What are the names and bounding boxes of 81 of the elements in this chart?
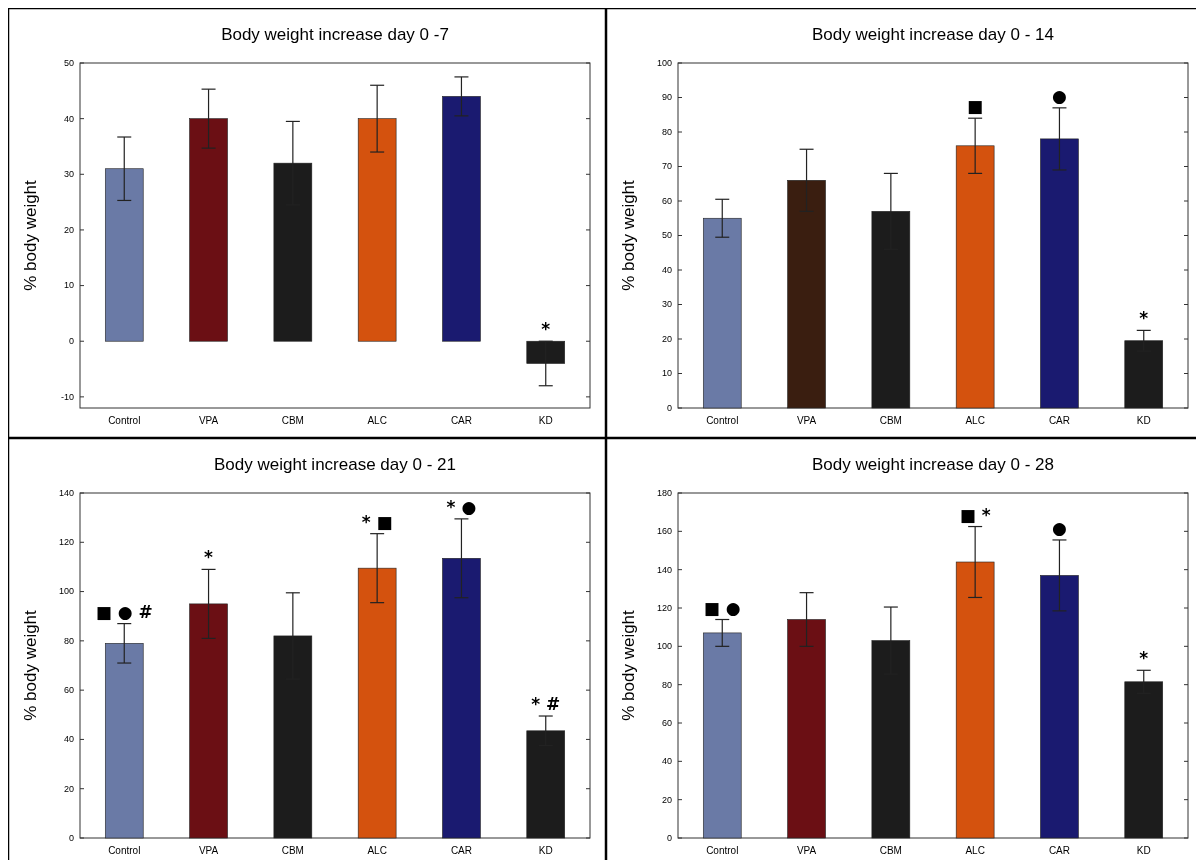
x-tick-label: ALC [367, 845, 387, 856]
y-tick-label: 120 [58, 537, 74, 548]
y-tick-label: 140 [656, 564, 672, 575]
y-tick-label: -10 [60, 391, 74, 402]
y-tick-label: 80 [661, 679, 672, 690]
y-axis-title: % body weight [21, 179, 40, 291]
annotation: * [204, 547, 214, 568]
annotation: ■ ● [703, 597, 741, 618]
x-tick-label: CAR [1048, 845, 1071, 856]
annotation: * # [531, 694, 561, 715]
y-tick-label: 60 [661, 717, 672, 728]
y-tick-label: 10 [63, 280, 74, 291]
annotation: * [1139, 308, 1149, 329]
y-tick-label: 100 [656, 641, 672, 652]
y-axis-title: % body weight [619, 179, 638, 291]
y-axis-title: % body weight [619, 609, 638, 721]
annotation: ● [1052, 85, 1067, 106]
y-tick-label: 0 [68, 336, 74, 347]
y-tick-label: 20 [63, 783, 74, 794]
x-tick-label: KD [538, 845, 553, 856]
x-tick-label: Control [108, 845, 141, 856]
y-tick-label: 120 [656, 602, 672, 613]
x-tick-label: KD [1136, 415, 1151, 426]
annotation: * ■ [361, 511, 393, 532]
x-tick-label: VPA [198, 845, 219, 856]
y-tick-label: 180 [656, 487, 672, 498]
x-tick-label: ALC [367, 415, 387, 426]
x-tick-label: KD [538, 415, 553, 426]
y-tick-label: 50 [63, 57, 74, 68]
chart-title: Body weight increase day 0 - 28 [812, 455, 1054, 474]
y-tick-label: 140 [58, 487, 74, 498]
y-tick-label: 0 [68, 832, 74, 843]
y-tick-label: 20 [63, 224, 74, 235]
x-tick-label: CAR [450, 845, 473, 856]
annotation: ■ * [959, 504, 991, 525]
x-tick-label: VPA [796, 845, 817, 856]
y-tick-label: 40 [661, 264, 672, 275]
annotation: * ● [446, 496, 477, 517]
chart-title: Body weight increase day 0 -7 [221, 25, 449, 44]
y-tick-label: 80 [63, 635, 74, 646]
y-tick-label: 160 [656, 526, 672, 537]
y-tick-label: 10 [661, 368, 672, 379]
annotation: ■ [967, 96, 984, 117]
y-tick-label: 40 [661, 756, 672, 767]
y-tick-label: 40 [63, 734, 74, 745]
y-tick-label: 100 [58, 586, 74, 597]
y-tick-label: 70 [661, 161, 672, 172]
y-tick-label: 20 [661, 794, 672, 805]
x-tick-label: CAR [1048, 415, 1071, 426]
y-axis-title: % body weight [21, 609, 40, 721]
annotation: ■ ● # [95, 601, 153, 622]
y-tick-label: 30 [661, 299, 672, 310]
x-tick-label: ALC [965, 415, 985, 426]
x-tick-label: CBM [879, 845, 902, 856]
x-tick-label: CBM [879, 415, 902, 426]
x-tick-label: CAR [450, 415, 473, 426]
x-tick-label: ALC [965, 845, 985, 856]
annotation: * [1139, 648, 1149, 669]
x-tick-label: VPA [198, 415, 219, 426]
x-tick-label: CBM [281, 845, 304, 856]
x-tick-label: VPA [796, 415, 817, 426]
y-tick-label: 50 [661, 230, 672, 241]
y-tick-label: 40 [63, 113, 74, 124]
x-tick-label: KD [1136, 845, 1151, 856]
x-tick-label: Control [706, 415, 739, 426]
chart-title: Body weight increase day 0 - 21 [214, 455, 456, 474]
y-tick-label: 60 [661, 195, 672, 206]
y-tick-label: 0 [666, 832, 672, 843]
chart-title: Body weight increase day 0 - 14 [812, 25, 1054, 44]
y-tick-label: 20 [661, 333, 672, 344]
y-tick-label: 90 [661, 92, 672, 103]
annotation: * [541, 319, 551, 340]
annotation: ● [1052, 517, 1067, 538]
y-tick-label: 0 [666, 402, 672, 413]
x-tick-label: CBM [281, 415, 304, 426]
x-tick-label: Control [108, 415, 141, 426]
y-tick-label: 60 [63, 685, 74, 696]
y-tick-label: 100 [656, 57, 672, 68]
y-tick-label: 80 [661, 126, 672, 137]
x-tick-label: Control [706, 845, 739, 856]
y-tick-label: 30 [63, 169, 74, 180]
